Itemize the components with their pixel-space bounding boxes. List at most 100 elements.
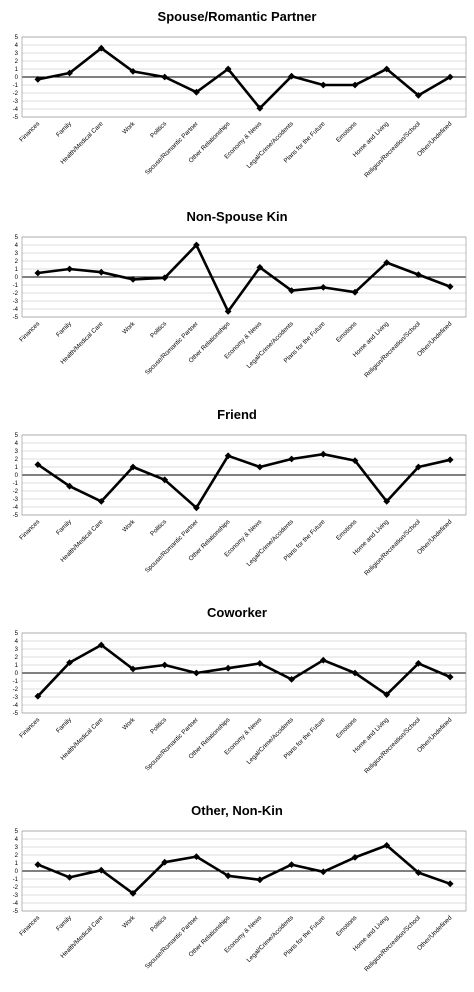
y-tick-label: -5: [13, 115, 19, 121]
x-tick-label: Religion/Recreation/School: [363, 320, 422, 379]
data-point: [161, 661, 169, 669]
data-point: [383, 691, 391, 698]
y-tick-label: 3: [15, 251, 19, 257]
data-point: [193, 88, 200, 96]
data-point: [415, 92, 422, 99]
data-point: [66, 69, 73, 77]
data-point: [415, 660, 422, 667]
y-tick-label: -3: [13, 299, 19, 305]
chart-title: Non-Spouse Kin: [186, 209, 287, 224]
chart-panel: Other, Non-Kin 5 4 3 2 1 0 -1 -2 -3 -4 -5 Finances Fa…: [0, 794, 474, 992]
data-point: [319, 284, 327, 291]
plot-area: [21, 434, 467, 516]
data-point: [97, 44, 105, 52]
y-tick-label: 1: [15, 861, 19, 867]
data-point: [129, 890, 137, 897]
data-point: [161, 858, 169, 866]
y-tick-label: -1: [13, 83, 19, 89]
data-point: [34, 692, 42, 700]
y-tick-label: 0: [15, 275, 19, 281]
chart-panel: Coworker 5 4 3 2 1 0 -1 -2 -3 -4 -5 Finances Family He…: [0, 596, 474, 794]
x-tick-label: Finances: [18, 716, 41, 739]
y-tick-label: -2: [13, 885, 19, 891]
chart-title: Other, Non-Kin: [191, 803, 283, 818]
data-point: [288, 72, 295, 80]
y-tick-label: 0: [15, 473, 19, 479]
data-point: [351, 854, 359, 861]
y-tick-label: 3: [15, 449, 19, 455]
x-tick-label: Work: [121, 716, 137, 732]
data-point: [256, 463, 264, 471]
y-tick-label: 0: [15, 671, 19, 677]
y-tick-label: -4: [13, 703, 19, 709]
data-point: [415, 271, 422, 278]
data-point: [351, 669, 359, 677]
y-tick-label: -4: [13, 307, 19, 313]
data-point: [193, 853, 200, 860]
data-point: [34, 461, 42, 468]
x-tick-label: Other/Undefined: [416, 518, 454, 556]
y-tick-label: 5: [15, 631, 19, 637]
data-point: [224, 452, 232, 460]
x-tick-label: Religion/Recreation/School: [363, 518, 422, 577]
data-point: [256, 660, 264, 667]
x-tick-label: Politics: [149, 518, 168, 537]
data-point: [446, 73, 454, 81]
x-tick-label: Religion/Recreation/School: [363, 716, 422, 775]
y-tick-label: -2: [13, 91, 19, 97]
data-point: [97, 498, 105, 505]
x-tick-label: Work: [121, 120, 137, 136]
y-tick-label: -2: [13, 687, 19, 693]
y-tick-label: -3: [13, 497, 19, 503]
y-tick-label: 4: [15, 243, 19, 249]
x-tick-label: Religion/Recreation/School: [363, 914, 422, 973]
x-tick-label: Spouse/Romantic Partner: [144, 120, 200, 176]
data-point: [288, 676, 295, 683]
series-line: [37, 844, 451, 895]
y-tick-label: 3: [15, 845, 19, 851]
data-point: [288, 861, 295, 868]
x-tick-label: Other/Undefined: [416, 320, 454, 358]
y-tick-label: 3: [15, 647, 19, 653]
y-tick-label: 4: [15, 43, 19, 49]
y-tick-label: 2: [15, 59, 19, 65]
data-point: [256, 264, 264, 271]
data-point: [288, 287, 295, 294]
x-tick-label: Finances: [18, 518, 41, 541]
x-tick-label: Family: [55, 914, 74, 933]
series-line: [37, 46, 451, 110]
x-tick-label: Spouse/Romantic Partner: [144, 518, 200, 574]
x-tick-label: Religion/Recreation/School: [363, 120, 422, 179]
data-point: [224, 872, 232, 880]
data-point: [256, 104, 264, 112]
y-tick-label: 0: [15, 869, 19, 875]
data-point: [66, 659, 73, 666]
y-tick-label: -5: [13, 513, 19, 519]
data-point: [34, 861, 42, 868]
y-tick-label: -1: [13, 481, 19, 487]
data-point: [383, 842, 391, 849]
data-point: [193, 241, 200, 249]
chart-title: Friend: [217, 407, 257, 422]
data-point: [415, 869, 422, 876]
data-point: [446, 283, 454, 290]
data-point: [66, 874, 73, 881]
data-point: [383, 498, 391, 505]
x-tick-label: Other/Undefined: [416, 914, 454, 952]
plot-area: [21, 830, 467, 912]
data-point: [319, 81, 327, 89]
x-tick-label: Other/Undefined: [416, 120, 454, 158]
y-tick-label: 1: [15, 465, 19, 471]
y-tick-label: -5: [13, 315, 19, 321]
data-point: [129, 665, 137, 673]
chart-panel: Spouse/Romantic Partner 5 4 3 2 1 0 -1 -2 -3 -4 -5 F…: [0, 0, 474, 198]
y-tick-label: -3: [13, 893, 19, 899]
y-tick-label: 3: [15, 51, 19, 57]
y-tick-label: -1: [13, 679, 19, 685]
data-point: [224, 65, 232, 73]
series-line: [37, 243, 451, 313]
y-tick-label: -3: [13, 99, 19, 105]
